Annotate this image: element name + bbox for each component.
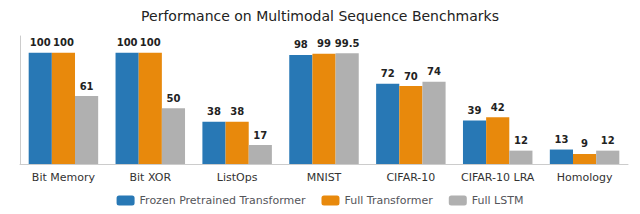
svg-text:39: 39 [468, 105, 482, 116]
svg-text:12: 12 [514, 135, 528, 146]
svg-text:17: 17 [253, 130, 267, 141]
svg-text:Bit Memory: Bit Memory [32, 171, 96, 184]
svg-text:99.5: 99.5 [335, 38, 360, 49]
svg-text:98: 98 [294, 39, 308, 50]
svg-text:MNIST: MNIST [307, 171, 342, 184]
svg-text:38: 38 [207, 106, 221, 117]
svg-text:9: 9 [581, 138, 588, 149]
svg-text:Frozen Pretrained Transformer: Frozen Pretrained Transformer [140, 194, 306, 207]
svg-text:Homology: Homology [557, 171, 613, 184]
svg-text:100: 100 [140, 37, 161, 48]
svg-text:Full Transformer: Full Transformer [344, 194, 433, 207]
svg-text:CIFAR-10: CIFAR-10 [386, 171, 435, 184]
svg-text:74: 74 [427, 66, 441, 77]
svg-text:12: 12 [601, 135, 615, 146]
svg-text:100: 100 [53, 37, 74, 48]
svg-text:42: 42 [491, 102, 505, 113]
svg-text:13: 13 [554, 134, 568, 145]
svg-text:Performance on Multimodal Sequ: Performance on Multimodal Sequence Bench… [141, 8, 499, 24]
svg-text:70: 70 [404, 71, 418, 82]
svg-text:50: 50 [166, 93, 180, 104]
svg-text:72: 72 [381, 68, 395, 79]
svg-text:100: 100 [30, 37, 51, 48]
svg-text:CIFAR-10 LRA: CIFAR-10 LRA [461, 171, 535, 184]
svg-text:Full LSTM: Full LSTM [472, 194, 524, 207]
svg-text:ListOps: ListOps [217, 171, 258, 184]
svg-text:99: 99 [317, 38, 331, 49]
svg-text:100: 100 [117, 37, 138, 48]
svg-text:38: 38 [230, 106, 244, 117]
svg-text:61: 61 [80, 81, 94, 92]
svg-text:Bit XOR: Bit XOR [130, 171, 172, 184]
